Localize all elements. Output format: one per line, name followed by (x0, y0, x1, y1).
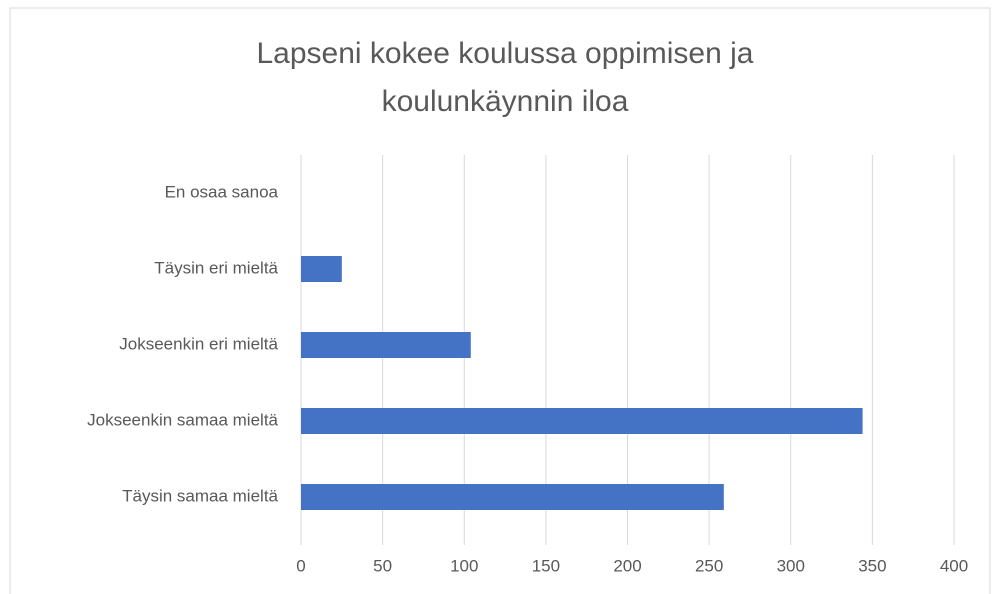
x-tick-label: 50 (373, 556, 392, 575)
x-tick-label: 200 (613, 556, 641, 575)
x-tick-label: 400 (940, 556, 968, 575)
chart-border (9, 7, 991, 594)
bar (301, 332, 471, 358)
bar (301, 484, 724, 510)
y-tick-label: Täysin samaa mieltä (122, 486, 278, 505)
y-tick-label: Jokseenkin samaa mieltä (87, 410, 278, 429)
y-tick-label: En osaa sanoa (165, 182, 279, 201)
x-tick-label: 300 (777, 556, 805, 575)
x-tick-label: 150 (532, 556, 560, 575)
chart-title: Lapseni kokee koulussa oppimisen ja koul… (256, 37, 754, 118)
x-tick-label: 250 (695, 556, 723, 575)
bar (301, 256, 342, 282)
x-tick-label: 100 (450, 556, 478, 575)
bar (301, 408, 863, 434)
x-tick-label: 0 (296, 556, 305, 575)
x-tick-label: 350 (858, 556, 886, 575)
y-tick-label: Täysin eri mieltä (154, 258, 278, 277)
y-tick-label: Jokseenkin eri mieltä (119, 334, 278, 353)
